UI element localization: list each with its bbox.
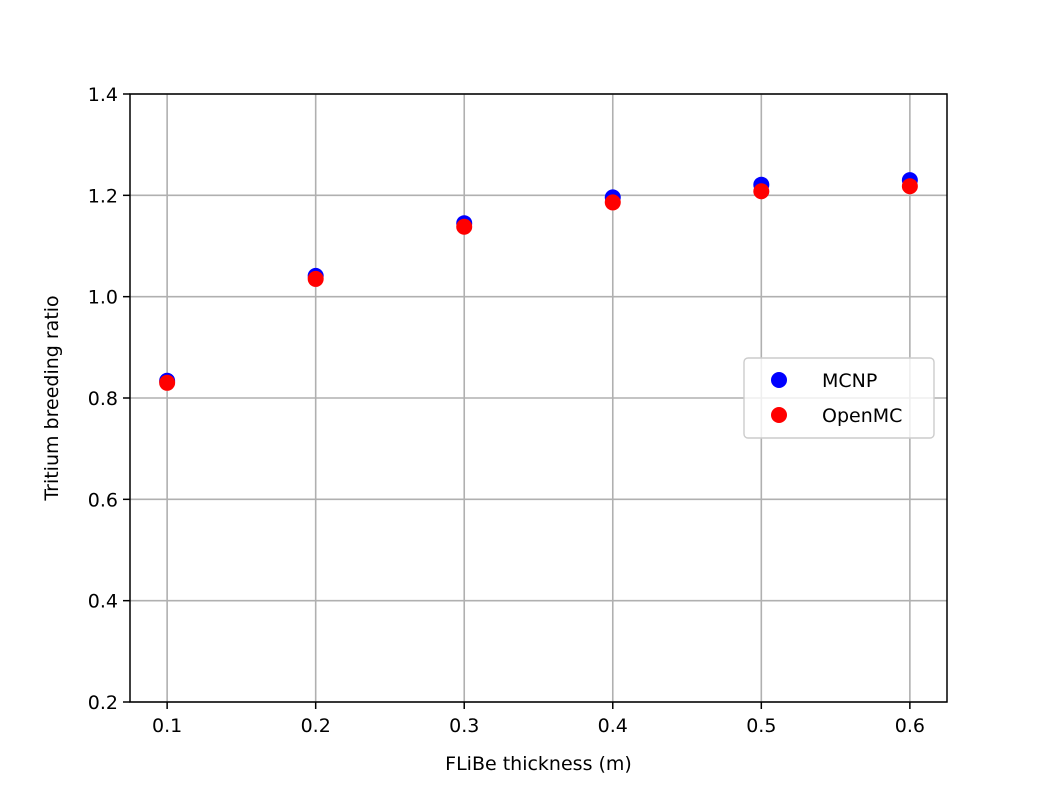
legend-marker-1 [771, 407, 787, 423]
x-tick-label: 0.2 [301, 715, 331, 737]
y-axis-label: Tritium breeding ratio [41, 295, 63, 501]
openmc-point [901, 178, 918, 195]
y-tick-label: 1.4 [88, 84, 118, 106]
x-tick-label: 0.4 [598, 715, 628, 737]
y-tick-label: 0.6 [88, 489, 118, 511]
openmc-point [604, 194, 621, 211]
legend-label-0: MCNP [822, 370, 877, 392]
y-tick-label: 1.2 [88, 185, 118, 207]
openmc-point [753, 183, 770, 200]
legend-marker-0 [771, 372, 787, 388]
openmc-point [307, 270, 324, 287]
openmc-point [159, 374, 176, 391]
legend: MCNP OpenMC [743, 357, 935, 439]
legend-box [743, 357, 935, 439]
x-tick-label: 0.1 [152, 715, 182, 737]
y-tick-label: 1.0 [88, 287, 118, 309]
x-axis-label: FLiBe thickness (m) [445, 753, 632, 775]
y-tick-label: 0.2 [88, 692, 118, 714]
y-tick-label: 0.8 [88, 388, 118, 410]
data-markers [159, 172, 918, 391]
x-tick-label: 0.3 [449, 715, 479, 737]
legend-label-1: OpenMC [822, 405, 902, 427]
y-tick-label: 0.4 [88, 591, 118, 613]
x-tick-label: 0.5 [746, 715, 776, 737]
axis-ticks: 0.1 0.2 0.3 0.4 0.5 0.6 0.2 0.4 0.6 0.8 1.0 1.2 1.4 [88, 84, 925, 737]
openmc-point [456, 218, 473, 235]
x-tick-label: 0.6 [895, 715, 925, 737]
